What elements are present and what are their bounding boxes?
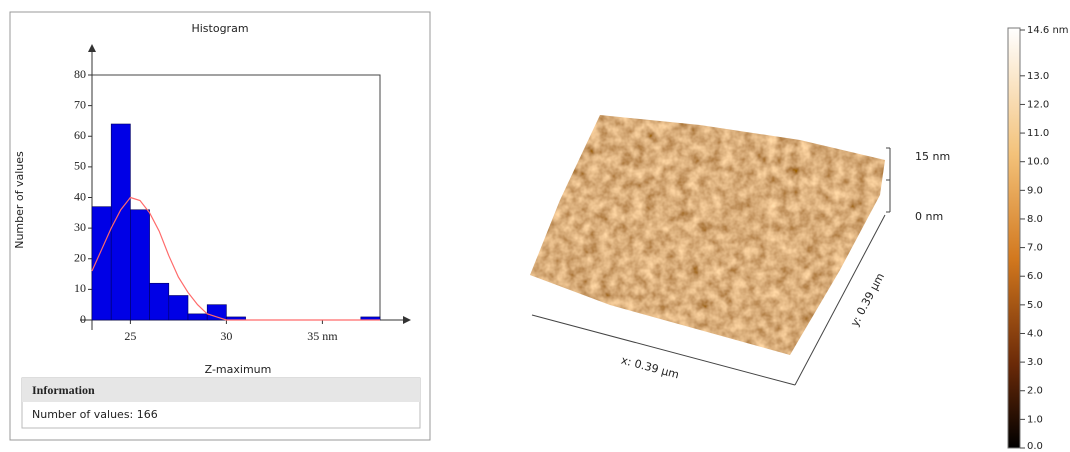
colorbar-tick-label: 10.0 — [1027, 157, 1049, 168]
colorbar-tick-label: 6.0 — [1027, 271, 1043, 282]
colorbar-tick-label: 8.0 — [1027, 214, 1043, 225]
y-axis-title: Number of values — [13, 151, 26, 249]
bar — [130, 210, 149, 320]
x-tick-label: 25 — [124, 329, 136, 343]
colorbar-tick-label: 5.0 — [1027, 300, 1043, 311]
z-scale — [886, 148, 890, 212]
info-header: Information — [32, 383, 95, 397]
bar — [207, 305, 226, 320]
colorbar-tick-label: 3.0 — [1027, 357, 1043, 368]
z-top-label: 15 nm — [915, 150, 950, 163]
bar — [169, 296, 188, 321]
y-tick-label: 70 — [74, 97, 86, 111]
y-tick-label: 40 — [74, 189, 86, 203]
z-bottom-label: 0 nm — [915, 210, 943, 223]
colorbar-tick-label: 14.6 nm — [1027, 25, 1069, 36]
colorbar-tick-label: 2.0 — [1027, 386, 1043, 397]
y-tick-label: 10 — [74, 281, 86, 295]
x-tick-label: 35 nm — [307, 329, 338, 343]
y-tick-label: 20 — [74, 251, 86, 265]
y-tick-label: 0 — [80, 312, 86, 326]
y-tick-label: 60 — [74, 128, 86, 142]
colorbar-tick-label: 12.0 — [1027, 99, 1049, 110]
x-axis-title: Z-maximum — [205, 363, 272, 376]
colorbar-tick-label: 0.0 — [1027, 441, 1043, 452]
info-text: Number of values: 166 — [32, 408, 158, 421]
bar — [150, 283, 169, 320]
colorbar-tick-label: 9.0 — [1027, 185, 1043, 196]
colorbar-tick-label: 11.0 — [1027, 128, 1049, 139]
chart-title: Histogram — [191, 22, 248, 35]
y-tick-label: 50 — [74, 159, 86, 173]
surface-x-label: x: 0.39 µm — [620, 354, 681, 382]
y-tick-label: 80 — [74, 67, 86, 81]
y-tick-label: 30 — [74, 220, 86, 234]
colorbar-tick-label: 13.0 — [1027, 71, 1049, 82]
surface-y-label: y: 0.39 µm — [848, 271, 887, 329]
colorbar-tick-label: 7.0 — [1027, 243, 1043, 254]
colorbar-tick-label: 4.0 — [1027, 328, 1043, 339]
surface-3d — [530, 115, 885, 355]
bar — [188, 314, 207, 320]
colorbar — [1008, 28, 1020, 448]
x-tick-label: 30 — [220, 329, 232, 343]
colorbar-ticks: 0.0 1.0 2.0 3.0 4.0 5.0 6.0 7.0 8.0 9.0 10.0 11.0 12… — [1020, 25, 1069, 452]
colorbar-tick-label: 1.0 — [1027, 414, 1043, 425]
screen: Histogram Number of values Z-maximum 0 10… — [0, 0, 1070, 452]
